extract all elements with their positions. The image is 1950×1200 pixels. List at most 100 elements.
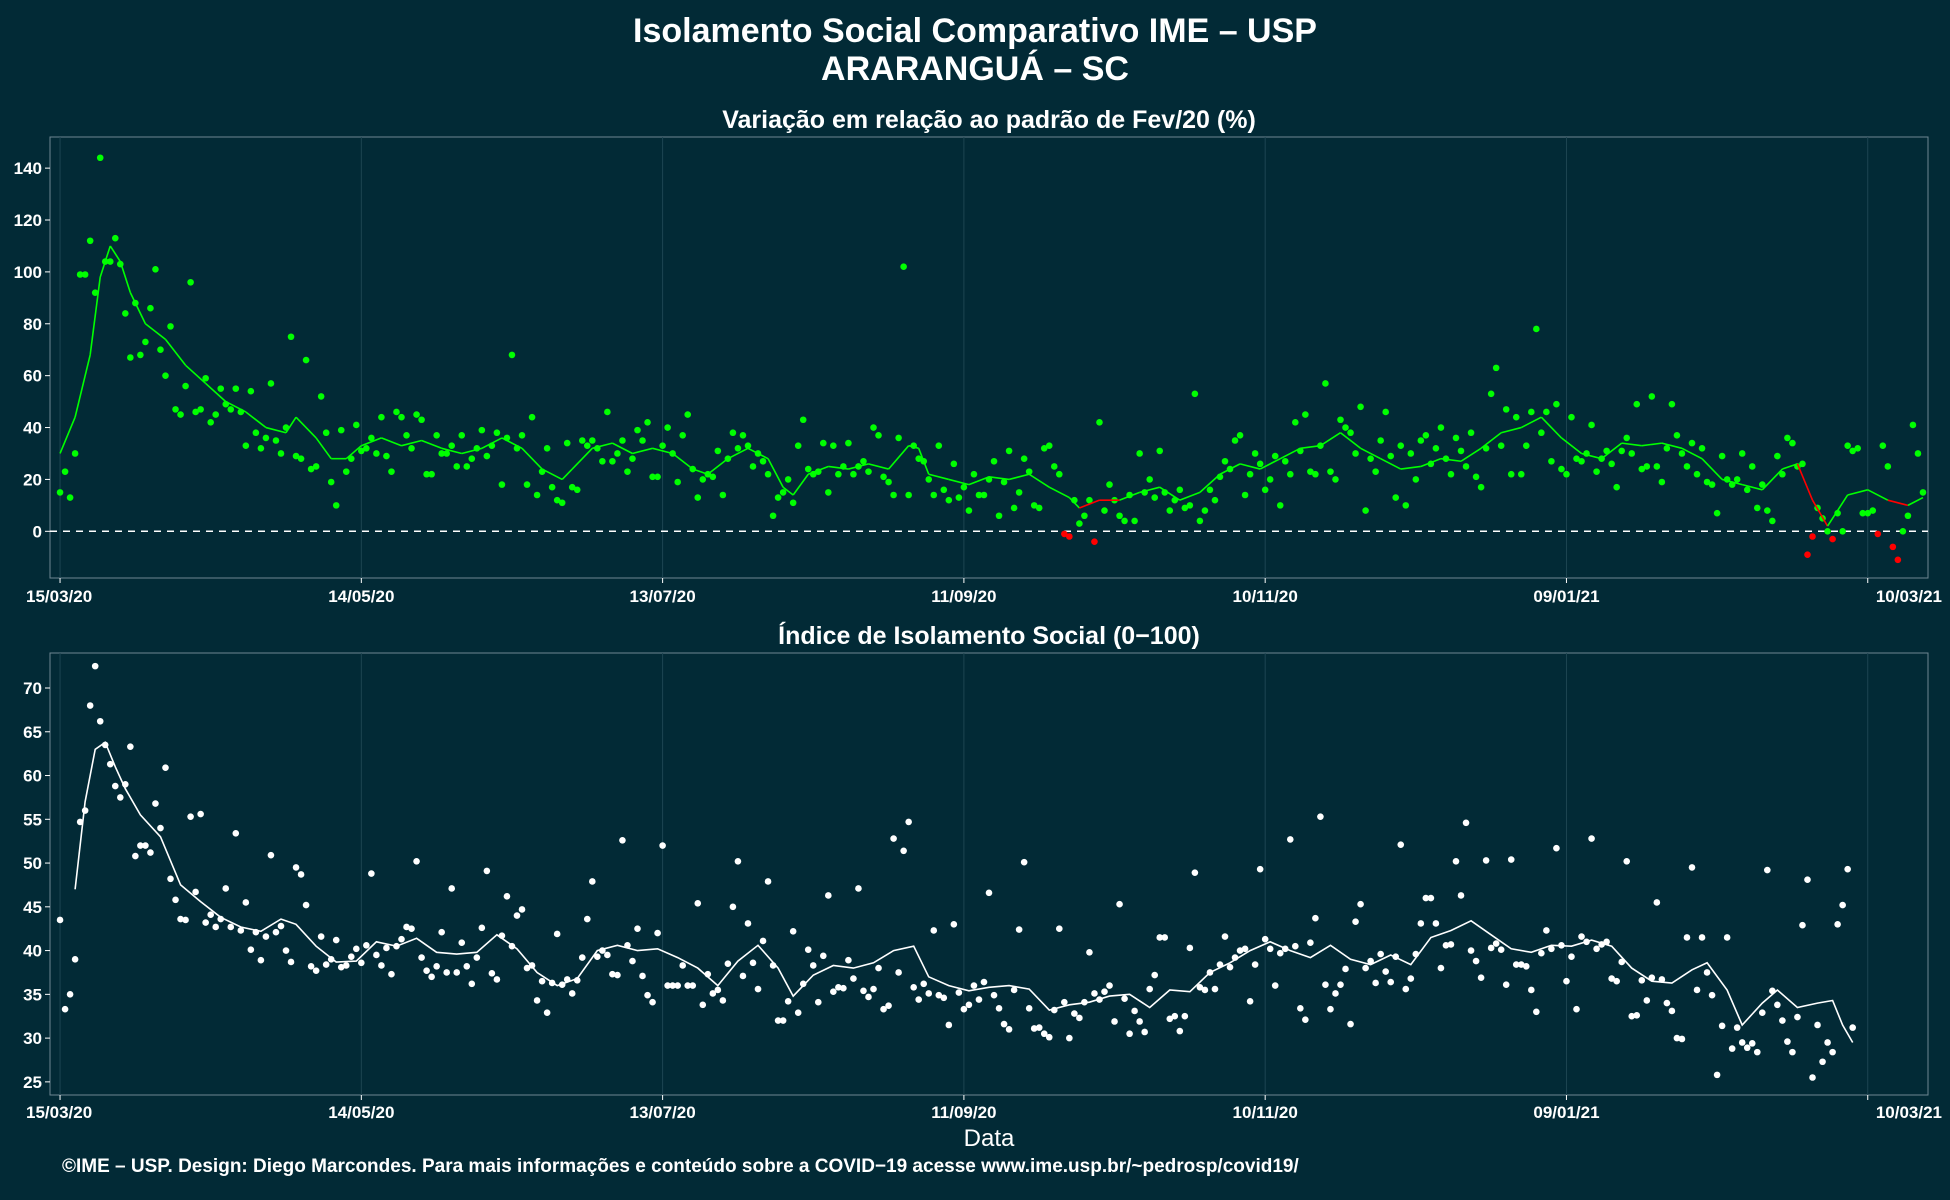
moving-average-segment [1139,486,1160,494]
data-point [935,442,943,450]
data-point [714,986,722,994]
data-point [684,411,692,418]
data-point [1000,478,1008,486]
data-point [604,951,611,959]
data-point [1457,447,1465,455]
data-point [1101,988,1108,996]
data-point [1753,1048,1761,1056]
data-point [322,961,330,968]
data-point [322,429,330,437]
data-point [1522,442,1530,450]
y-tick-label: 70 [23,679,42,698]
x-tick-label: 13/07/20 [630,587,696,606]
data-point [267,380,275,387]
data-point [1784,1038,1791,1045]
data-point [1774,452,1781,460]
data-point [106,760,114,768]
data-point [1643,463,1651,470]
data-point [257,444,265,452]
data-point [1563,470,1570,478]
data-point [503,893,511,900]
data-point [1382,408,1389,416]
data-point [1020,858,1028,866]
data-point [1166,1015,1174,1023]
data-point [980,978,988,986]
data-point [76,818,84,826]
data-point [1507,856,1515,863]
data-point [970,470,978,478]
data-point [96,717,104,725]
data-point [990,457,998,465]
data-point [1708,481,1716,488]
data-point [202,374,209,382]
moving-average-segment [501,437,523,450]
moving-average-segment [74,354,91,418]
data-point [875,432,882,439]
moving-average-segment [1400,465,1421,470]
data-point [1824,528,1831,535]
x-tick-label: 10/11/20 [1233,587,1298,606]
x-tick-label: 14/05/20 [328,587,394,606]
data-point [1136,450,1143,457]
data-point [413,858,420,865]
data-point [980,491,988,499]
data-point [1638,465,1646,473]
data-point [1382,968,1389,975]
data-point [1191,869,1199,876]
data-point [1397,442,1405,450]
data-point [1543,927,1550,934]
data-point [1904,512,1912,520]
data-point [433,432,440,439]
data-point [1427,894,1435,902]
data-point [1588,421,1595,429]
moving-average-segment [1239,463,1261,470]
data-point [227,923,235,931]
moving-average-segment [99,245,112,278]
data-point [1091,538,1098,545]
y-tick-label: 45 [23,898,42,917]
moving-average-segment [1540,416,1563,439]
moving-average-segment [265,426,287,434]
data-point [277,450,285,457]
data-point [56,916,64,924]
data-point [1010,504,1018,512]
data-point [317,393,325,400]
data-point [845,956,852,964]
data-point [1181,1012,1189,1020]
moving-average-segment [1847,489,1868,496]
data-point [594,953,601,961]
data-point [1286,836,1294,843]
data-point [1633,400,1641,408]
data-point [709,990,717,997]
moving-average-segment [1119,491,1140,501]
data-point [1045,442,1053,450]
data-point [1055,470,1063,478]
data-point [383,944,390,952]
moving-average-segment [1259,457,1281,470]
data-point [1402,985,1410,993]
data-point [458,939,466,947]
data-point [267,851,275,859]
data-point [845,439,852,447]
data-point [1387,452,1395,460]
data-point [739,972,747,980]
data-point [1844,865,1851,873]
data-point [1271,452,1279,460]
data-point [1437,964,1445,972]
x-tick-label: 10/11/20 [1233,1103,1298,1122]
moving-average-segment [1480,432,1502,449]
data-point [1136,1018,1143,1025]
data-point [599,457,606,465]
data-point [1799,460,1806,468]
data-point [1753,504,1761,512]
moving-average-segment [1867,489,1889,501]
moving-average-segment [1721,478,1743,486]
data-point [167,323,174,330]
data-point [804,465,812,473]
data-point [749,463,757,470]
data-point [1678,450,1686,457]
data-point [1101,507,1108,514]
moving-average-segment [1701,458,1723,480]
data-point [1829,1048,1836,1056]
data-point [317,933,325,940]
